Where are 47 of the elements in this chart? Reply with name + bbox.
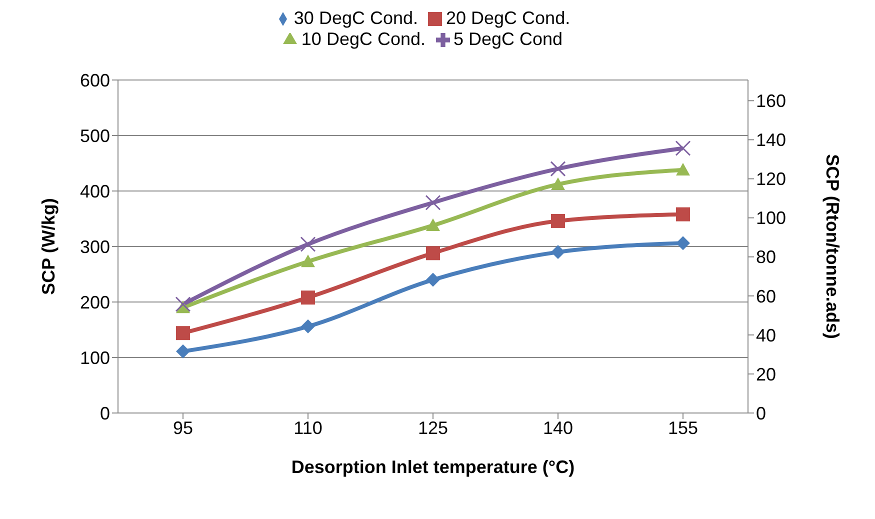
y-tick-label: 400 xyxy=(80,181,110,202)
point xyxy=(301,319,315,334)
x-tick-label: 110 xyxy=(294,418,322,438)
y2-tick-label: 100 xyxy=(756,208,786,228)
x-tick-label: 140 xyxy=(542,418,574,438)
point xyxy=(676,236,690,250)
y2-axis-title: SCP (Rton/tonne.ads) xyxy=(822,154,843,339)
y2-tick-label: 20 xyxy=(756,364,776,384)
point xyxy=(176,344,190,358)
point xyxy=(551,177,565,190)
y2-tick-label: 160 xyxy=(756,91,786,112)
legend-label: 5 DegC Cond xyxy=(454,29,563,49)
y2-tick-label: 140 xyxy=(756,130,786,150)
point xyxy=(551,214,565,228)
legend-label: 10 DegC Cond. xyxy=(301,29,426,49)
legend-label: 30 DegC Cond. xyxy=(294,8,418,28)
y-tick-label: 0 xyxy=(100,403,110,424)
y2-tick-label: 60 xyxy=(756,286,776,306)
y-tick-label: 500 xyxy=(80,126,110,146)
y2-tick-label: 0 xyxy=(756,403,766,424)
point xyxy=(676,207,690,222)
legend-label: 20 DegC Cond. xyxy=(446,8,570,28)
x-axis-title: Desorption Inlet temperature (°C) xyxy=(291,457,575,477)
point xyxy=(550,161,566,177)
point xyxy=(425,194,441,210)
x-tick-label: 155 xyxy=(668,418,698,438)
y2-tick-label: 40 xyxy=(756,325,776,346)
point xyxy=(301,254,315,268)
point xyxy=(551,245,565,260)
y-tick-label: 200 xyxy=(80,292,110,312)
point xyxy=(301,290,315,305)
x-tick-label: 95 xyxy=(172,418,194,438)
y-tick-label: 300 xyxy=(80,236,110,257)
point xyxy=(175,296,191,312)
y2-tick-label: 120 xyxy=(756,169,786,190)
point xyxy=(675,140,691,156)
point xyxy=(176,326,190,340)
y-axis-title: SCP (W/kg) xyxy=(38,198,58,295)
point xyxy=(426,246,440,260)
x-tick-label: 125 xyxy=(418,418,448,438)
y-tick-label: 600 xyxy=(80,70,110,90)
y-tick-label: 100 xyxy=(80,348,110,368)
point xyxy=(426,272,440,287)
y2-tick-label: 80 xyxy=(756,247,776,268)
point xyxy=(300,236,316,252)
point xyxy=(676,162,690,176)
point xyxy=(426,218,440,232)
